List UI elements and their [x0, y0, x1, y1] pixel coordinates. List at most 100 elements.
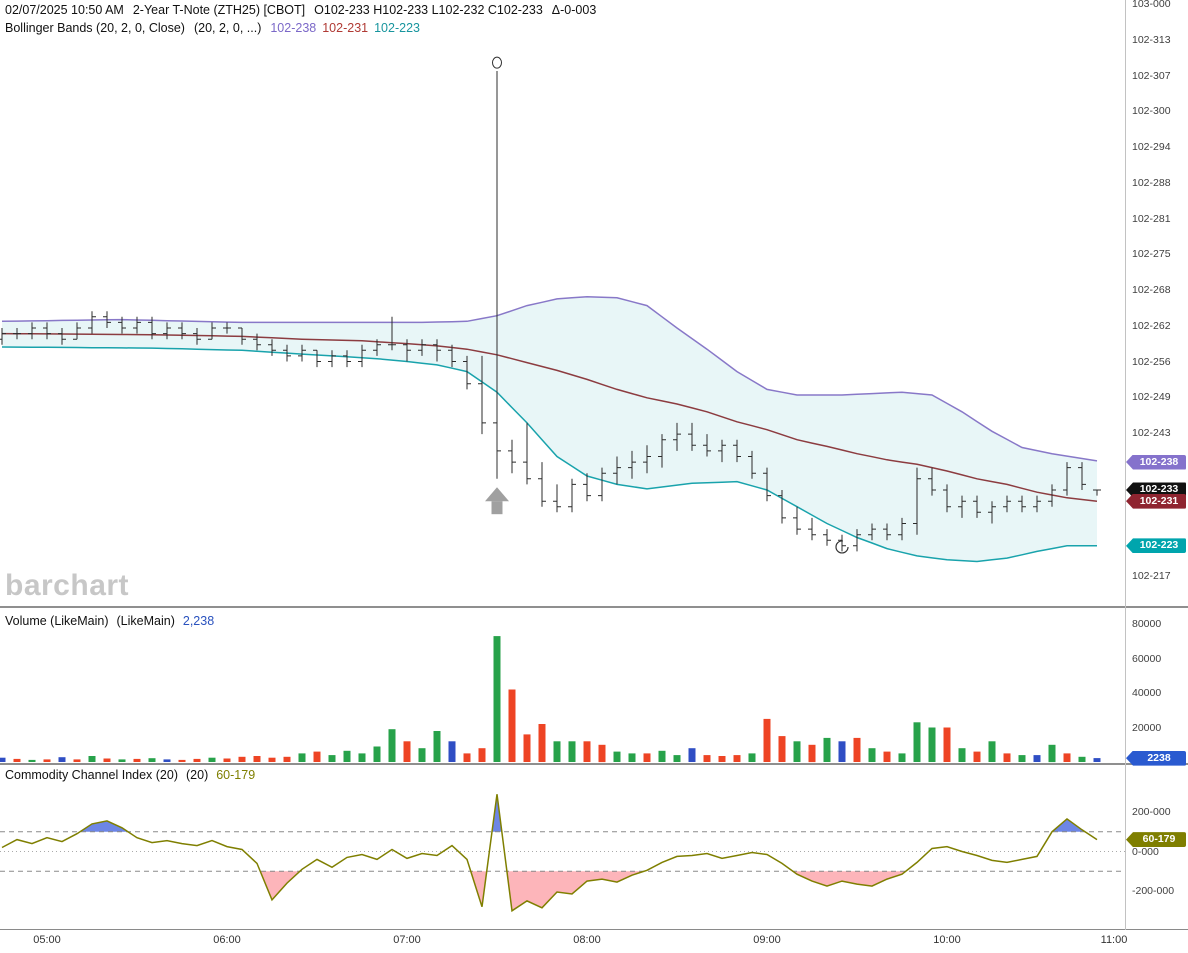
volume-bar [1063, 753, 1071, 762]
volume-bar [283, 756, 291, 762]
volume-bar [388, 729, 396, 762]
volume-bar [793, 741, 801, 762]
volume-bar [433, 731, 441, 762]
cci-overbought-fill [80, 820, 128, 832]
time-axis-label: 11:00 [1100, 934, 1128, 946]
price-axis-label: 102-307 [1132, 69, 1171, 82]
price-badge-102-223: 102-223 [1126, 538, 1186, 554]
cci-axis-label: -200-000 [1132, 885, 1175, 897]
price-axis-label: 102-275 [1132, 248, 1171, 261]
study-header: Bollinger Bands (20, 2, 0, Close) (20, 2,… [5, 21, 426, 35]
volume-bar [1033, 755, 1041, 762]
volume-axis-label: 80000 [1132, 618, 1162, 630]
volume-bar [28, 759, 36, 762]
bollinger-upper-line [1, 295, 1098, 462]
cci-params: (20) [186, 768, 209, 782]
volume-bar [853, 737, 861, 762]
volume-bar [103, 758, 111, 762]
time-axis-label: 10:00 [933, 934, 961, 946]
volume-bar [13, 758, 21, 762]
volume-bar [88, 756, 96, 762]
volume-bar [58, 757, 66, 762]
volume-params: (LikeMain) [116, 614, 175, 628]
price-axis-label: 102-262 [1132, 319, 1171, 332]
volume-bar [43, 759, 51, 762]
volume-bar [973, 751, 981, 762]
quote-symbol: 2-Year T-Note (ZTH25) [CBOT] [132, 3, 306, 17]
annotations [485, 56, 849, 554]
price-axis-label: 102-217 [1132, 570, 1171, 582]
time-axis-label: 09:00 [753, 934, 781, 946]
time-axis-border [0, 929, 1188, 930]
time-axis-label: 08:00 [573, 934, 601, 946]
price-badge-102-238: 102-238 [1126, 454, 1186, 470]
volume-bar [358, 753, 366, 762]
volume-bar [613, 751, 621, 762]
ohlc-bars [0, 311, 1101, 552]
annotation-handle-circle[interactable] [492, 56, 502, 69]
pane-separator-volume[interactable] [0, 606, 1188, 608]
up-arrow-annotation[interactable] [485, 487, 509, 502]
quote-change: Δ-0-003 [551, 3, 597, 17]
volume-bar [598, 744, 606, 763]
up-arrow-stem[interactable] [491, 501, 503, 515]
volume-bar [163, 759, 171, 762]
price-axis-label: 102-300 [1132, 105, 1171, 118]
volume-bar [253, 756, 261, 762]
study-params: (20, 2, 0, ...) [193, 21, 262, 35]
volume-bar [928, 727, 936, 762]
cci-badge: 60-179 [1126, 832, 1186, 848]
cci-overbought-fill [492, 794, 502, 832]
volume-bar [0, 757, 6, 762]
volume-bar [418, 748, 426, 762]
volume-bar [268, 757, 276, 762]
volume-bar [673, 755, 681, 762]
volume-bar [988, 741, 996, 762]
barchart-watermark-logo: barchart [5, 569, 130, 602]
price-axis-label: 102-288 [1132, 176, 1171, 189]
price-axis-label: 102-249 [1132, 391, 1171, 404]
cci-line [1, 794, 1098, 913]
volume-bar [1093, 758, 1101, 762]
volume-bar [148, 758, 156, 762]
price-axis-label: 103-000 [1132, 0, 1171, 10]
volume-axis-label: 20000 [1132, 721, 1162, 734]
volume-bar [658, 750, 666, 762]
volume-bar [448, 741, 456, 762]
cci-value: 60-179 [216, 768, 256, 782]
study-label: Bollinger Bands (20, 2, 0, Close) [5, 21, 185, 35]
volume-bar [1048, 744, 1056, 763]
price-badge-102-231: 102-231 [1126, 493, 1186, 509]
volume-bar [313, 751, 321, 762]
volume-bar [943, 727, 951, 762]
volume-bar [688, 748, 696, 762]
volume-bar [1078, 756, 1086, 762]
bollinger-fill [2, 296, 1097, 562]
volume-bar [823, 737, 831, 762]
volume-badge: 2238 [1126, 750, 1186, 766]
price-axis-label: 102-243 [1132, 427, 1171, 439]
price-axis-label: 102-281 [1132, 212, 1171, 225]
volume-bar [343, 750, 351, 762]
volume-bar [328, 755, 336, 762]
volume-bar [883, 751, 891, 762]
cci-pane-label: Commodity Channel Index (20) (20) 60-179 [5, 768, 263, 782]
bollinger-middle-line [1, 332, 1098, 502]
volume-bar [223, 758, 231, 762]
bollinger-lower-line [1, 346, 1097, 563]
open-circle-annotation[interactable] [835, 540, 849, 554]
volume-bar [583, 741, 591, 762]
volume-bar [208, 757, 216, 762]
volume-bar [568, 741, 576, 762]
volume-value: 2,238 [182, 614, 215, 628]
volume-axis-label: 40000 [1132, 687, 1162, 699]
cci-pane [0, 794, 1125, 913]
volume-bar [898, 753, 906, 762]
volume-bar [808, 744, 816, 763]
cci-oversold-fill [506, 871, 644, 911]
volume-bar [643, 753, 651, 762]
pane-separator-cci[interactable] [0, 763, 1188, 765]
volume-pane-label: Volume (LikeMain) (LikeMain) 2,238 [5, 614, 222, 628]
volume-bar [763, 718, 771, 762]
